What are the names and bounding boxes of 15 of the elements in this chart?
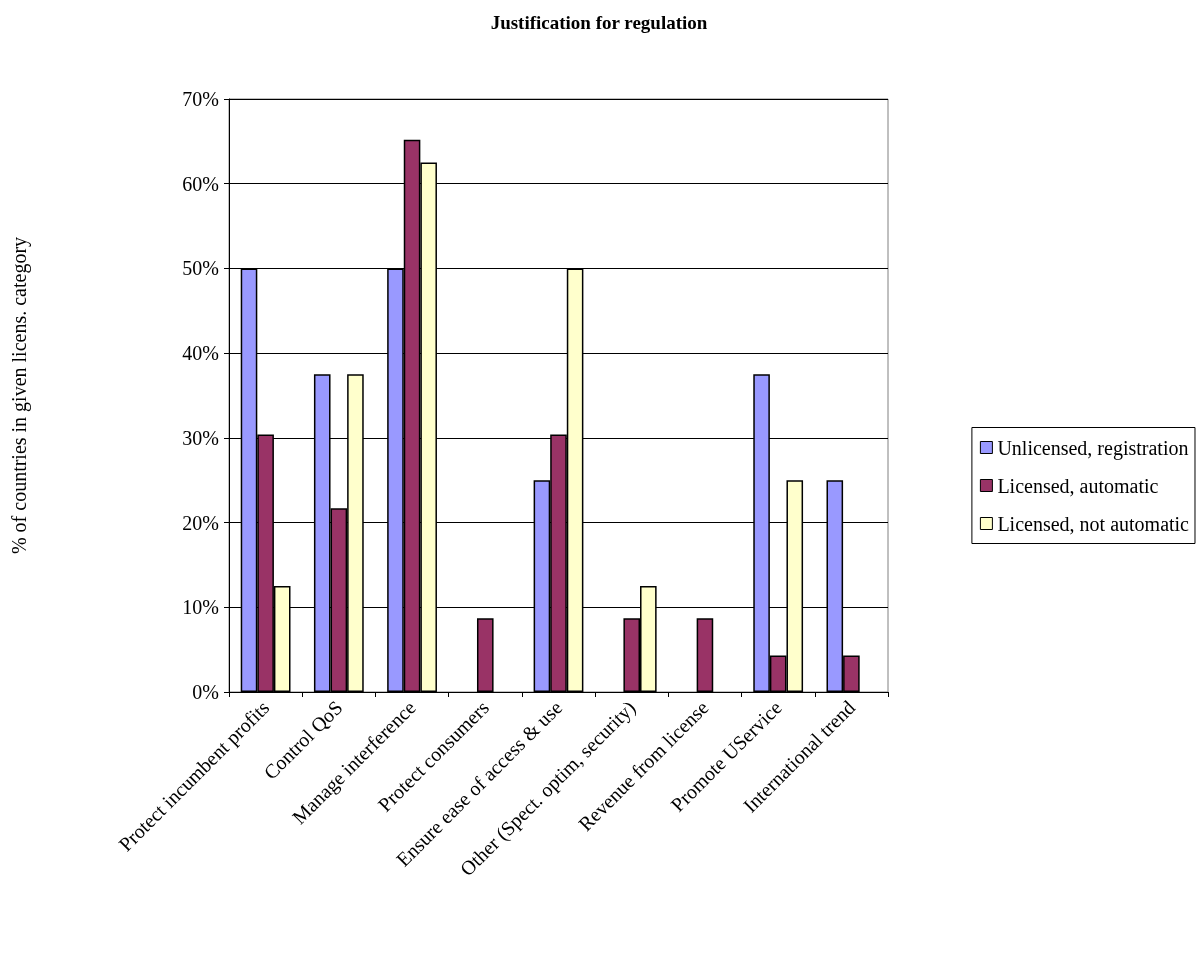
- chart-title: Justification for regulation: [490, 12, 708, 33]
- bar: [476, 618, 494, 692]
- y-tick-label: 60%: [182, 172, 219, 195]
- y-tick-label: 0%: [192, 681, 219, 703]
- y-tick-label: 50%: [182, 257, 219, 280]
- y-tick-label: 20%: [182, 511, 219, 534]
- bar: [696, 618, 714, 692]
- y-tick-label: 10%: [182, 596, 219, 619]
- legend-label: Licensed, automatic: [997, 474, 1159, 497]
- y-tick-label: 30%: [182, 426, 219, 449]
- y-tick-label: 40%: [182, 342, 219, 365]
- y-tick-label: 70%: [182, 88, 219, 110]
- legend-label: Unlicensed, registration: [997, 436, 1189, 460]
- legend-label: Licensed, not automatic: [997, 512, 1190, 535]
- y-axis-title: % of countries in given licens. category: [8, 236, 31, 555]
